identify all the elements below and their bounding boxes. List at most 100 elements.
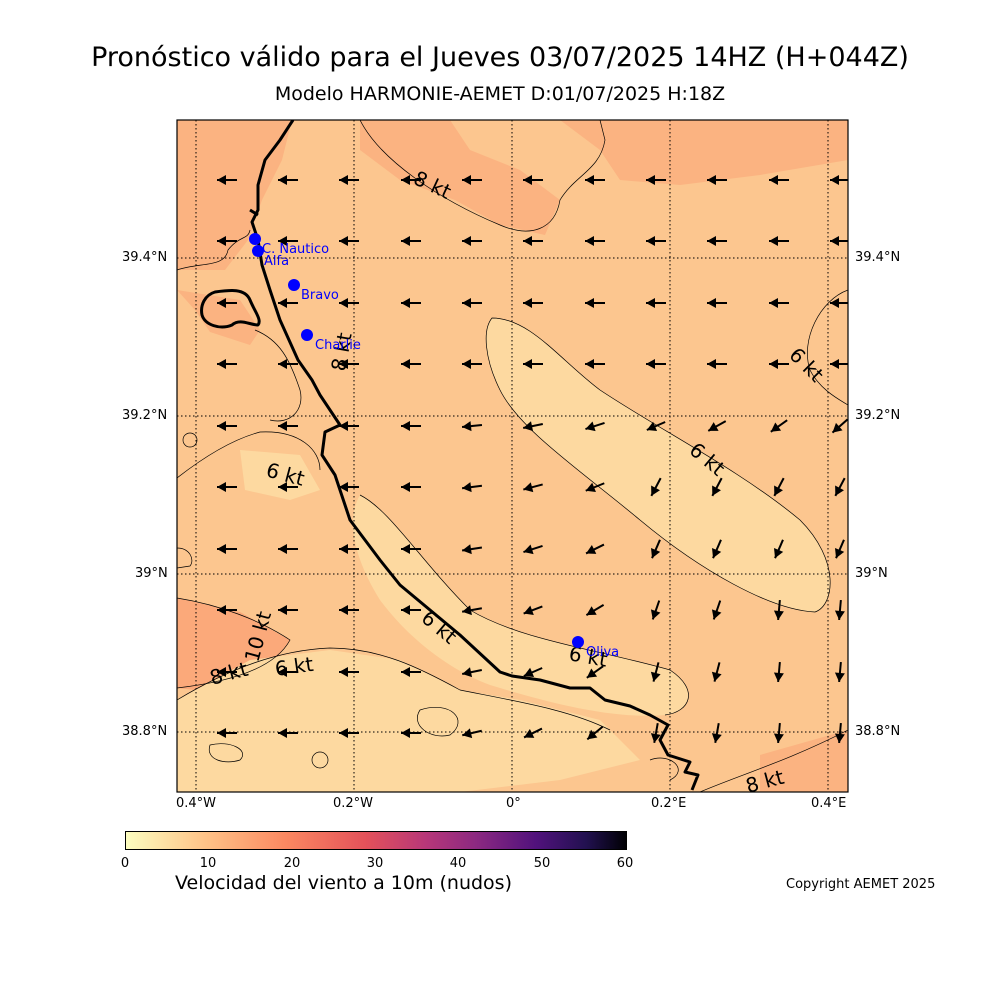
wind-arrow-head: [462, 175, 471, 185]
wind-arrow-head: [217, 667, 226, 677]
station-marker[interactable]: [252, 245, 264, 257]
station-marker[interactable]: [301, 329, 313, 341]
wind-arrow-head: [462, 605, 472, 616]
wind-arrow-head: [769, 236, 778, 246]
wind-zone-low-e: [486, 318, 831, 612]
wind-arrow-head: [523, 482, 534, 493]
colorbar-tick: 60: [616, 856, 634, 871]
wind-arrow-head: [339, 667, 348, 677]
colorbar-tick: 30: [366, 856, 384, 871]
wind-zone-high-ne: [560, 120, 848, 185]
contour-label: 6 kt: [273, 652, 315, 681]
wind-arrow-head: [646, 175, 655, 185]
y-tick-label-right: 39.2°N: [855, 408, 901, 423]
wind-arrow-head: [830, 298, 839, 308]
station-marker[interactable]: [288, 279, 300, 291]
wind-arrow-head: [586, 606, 597, 616]
wind-arrow-head: [773, 610, 784, 620]
wind-arrow-head: [769, 359, 778, 369]
x-tick-label: 0.2°W: [333, 796, 374, 811]
wind-arrow-head: [774, 547, 784, 559]
colorbar-tick: 20: [283, 856, 301, 871]
colorbar-tick: 40: [449, 856, 467, 871]
wind-arrow-head: [339, 236, 348, 246]
wind-arrow-head: [401, 298, 410, 308]
wind-arrow-head: [339, 421, 348, 431]
wind-arrow-head: [278, 175, 287, 185]
wind-arrow-head: [217, 359, 226, 369]
colorbar-tick: 10: [199, 856, 217, 871]
colorbar-title: Velocidad del viento a 10m (nudos): [175, 872, 512, 894]
wind-arrow-head: [278, 728, 287, 738]
wind-arrow-head: [651, 547, 661, 559]
wind-arrow-head: [830, 359, 839, 369]
wind-arrow-head: [462, 482, 472, 493]
wind-arrow-head: [462, 236, 471, 246]
wind-arrow-head: [646, 359, 655, 369]
wind-arrow-head: [217, 421, 226, 431]
wind-arrow-head: [773, 733, 784, 743]
wind-arrow-head: [278, 359, 287, 369]
wind-arrow-head: [769, 175, 778, 185]
wind-arrow-head: [835, 547, 845, 559]
wind-arrow-head: [523, 236, 532, 246]
wind-arrow-head: [217, 728, 226, 738]
y-tick-label-left: 38.8°N: [122, 724, 168, 739]
wind-arrow-head: [770, 422, 782, 432]
wind-arrow-head: [278, 605, 287, 615]
wind-arrow-head: [523, 544, 534, 555]
wind-arrow-head: [708, 422, 719, 431]
wind-arrow-head: [401, 544, 410, 554]
wind-zone-low-coast: [352, 495, 689, 716]
wind-arrow-head: [585, 236, 594, 246]
station-label: Bravo: [301, 288, 339, 303]
wind-arrow-head: [401, 359, 410, 369]
wind-arrow-head: [339, 482, 348, 492]
station-label: Alfa: [264, 254, 289, 269]
x-tick-label: 0.4°W: [176, 796, 217, 811]
y-tick-label-left: 39.2°N: [122, 408, 168, 423]
wind-arrow-head: [339, 359, 348, 369]
wind-arrow-head: [339, 298, 348, 308]
wind-arrow-head: [524, 728, 535, 738]
wind-arrow-head: [650, 671, 661, 682]
wind-arrow-head: [278, 482, 287, 492]
wind-arrow-head: [585, 421, 596, 432]
wind-arrow-head: [401, 421, 410, 431]
station-marker[interactable]: [249, 233, 261, 245]
wind-arrow-head: [585, 359, 594, 369]
wind-arrow-head: [278, 421, 287, 431]
wind-arrow-head: [830, 175, 839, 185]
x-tick-label: 0°: [506, 796, 521, 811]
wind-arrow-head: [278, 298, 287, 308]
wind-arrow-head: [401, 482, 410, 492]
stations: C. Nautico Alfa Bravo Charlie Oliva: [249, 233, 619, 660]
wind-arrow-head: [707, 175, 716, 185]
wind-arrow-head: [835, 485, 844, 496]
wind-arrow-head: [769, 298, 778, 308]
copyright: Copyright AEMET 2025: [786, 877, 936, 892]
wind-arrow-head: [401, 667, 410, 677]
wind-arrow-head: [523, 421, 534, 432]
wind-arrow-head: [401, 175, 410, 185]
wind-arrow-head: [217, 175, 226, 185]
colorbar: [125, 831, 627, 850]
graticule: [177, 120, 848, 792]
wind-arrow-head: [646, 298, 655, 308]
wind-zone-low-w: [240, 450, 320, 500]
station-marker[interactable]: [572, 636, 584, 648]
y-tick-label-right: 39°N: [855, 566, 888, 581]
station-label: C. Nautico: [262, 242, 329, 257]
wind-arrow-head: [832, 422, 843, 433]
wind-arrow-head: [462, 728, 473, 739]
y-tick-label-right: 39.4°N: [855, 250, 901, 265]
wind-zone-high-se: [760, 730, 848, 792]
wind-arrow-head: [462, 544, 472, 555]
wind-arrow-head: [646, 421, 658, 431]
wind-arrows: [217, 175, 848, 744]
wind-arrow-head: [217, 236, 226, 246]
wind-zone-low-s: [177, 650, 640, 792]
station-label: Oliva: [586, 645, 619, 660]
wind-arrow-head: [339, 728, 348, 738]
wind-arrow-head: [650, 609, 661, 620]
